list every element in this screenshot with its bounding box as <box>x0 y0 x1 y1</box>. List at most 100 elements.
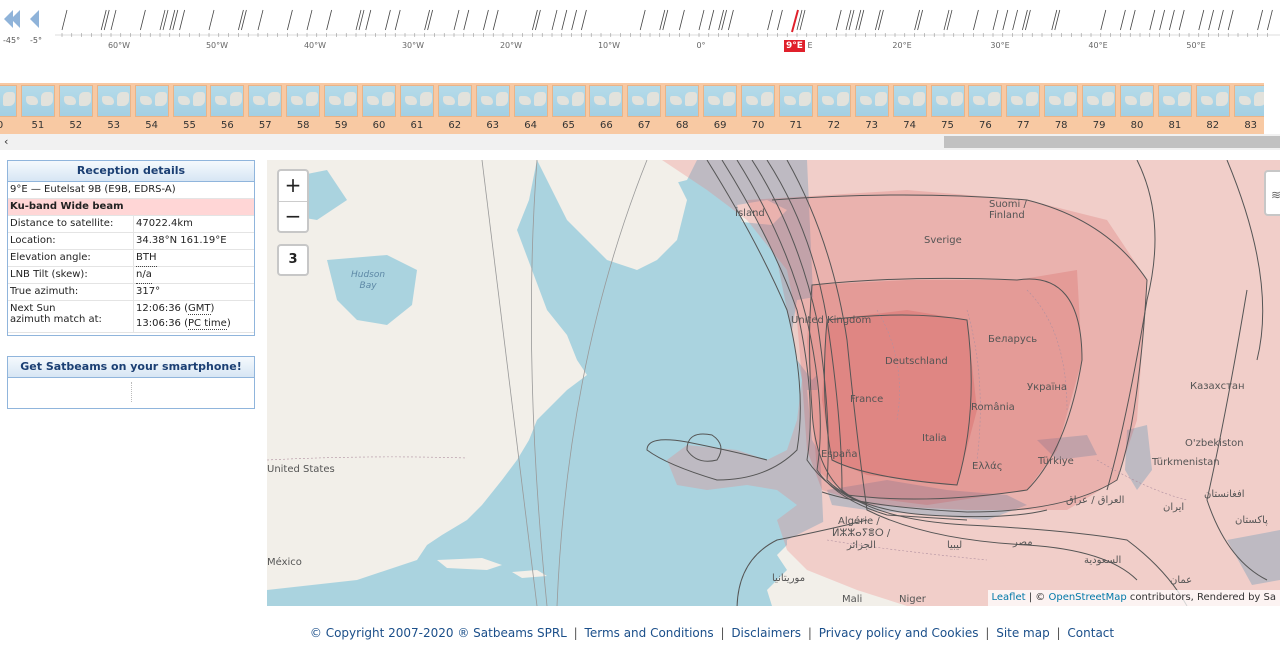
contact-link[interactable]: Contact <box>1067 626 1115 640</box>
satellite-tick[interactable] <box>1159 9 1165 31</box>
satellite-tick[interactable] <box>355 9 362 31</box>
satellite-thumbnail[interactable]: 0 <box>0 83 17 134</box>
satellite-tick[interactable] <box>796 9 803 31</box>
satellite-tick[interactable] <box>103 9 110 31</box>
satellite-tick[interactable] <box>394 9 401 31</box>
satellite-tick[interactable] <box>943 9 950 31</box>
satellite-thumbnail[interactable]: 60 <box>360 83 396 134</box>
gmt-abbr[interactable]: GMT <box>188 303 211 315</box>
satellite-tick[interactable] <box>1025 9 1031 31</box>
satellite-tick[interactable] <box>662 9 669 31</box>
satellite-thumbnail[interactable]: 78 <box>1042 83 1079 134</box>
satellite-tick[interactable] <box>571 9 577 31</box>
satellite-thumbnail[interactable]: 67 <box>625 83 662 134</box>
satellite-tick[interactable] <box>1022 9 1028 31</box>
satellite-thumbnail[interactable]: 54 <box>133 83 169 134</box>
satellite-tick[interactable] <box>777 9 783 31</box>
leaflet-link[interactable]: Leaflet <box>991 592 1026 603</box>
satellite-tick[interactable] <box>708 9 715 31</box>
satellite-thumbnail[interactable]: 80 <box>1118 83 1154 134</box>
terms-link[interactable]: Terms and Conditions <box>584 626 714 640</box>
satellite-tick[interactable] <box>238 9 244 31</box>
satellite-thumbnail[interactable]: 57 <box>246 83 283 134</box>
satellite-tick[interactable] <box>1227 9 1234 31</box>
satellite-tick[interactable] <box>728 9 734 31</box>
satellite-thumbnail[interactable]: 68 <box>663 83 700 134</box>
satellite-thumbnail[interactable]: 55 <box>171 83 207 134</box>
satellite-tick[interactable] <box>535 9 541 31</box>
satellite-thumbnail[interactable]: 51 <box>19 83 55 134</box>
satellite-thumbnail[interactable]: 71 <box>777 83 813 134</box>
sitemap-link[interactable]: Site map <box>996 626 1050 640</box>
satellite-tick[interactable] <box>973 9 979 31</box>
satellite-thumbnail[interactable]: 74 <box>891 83 927 134</box>
satellite-tick[interactable] <box>172 9 179 31</box>
smartphone-panel-title[interactable]: Get Satbeams on your smartphone! <box>8 357 254 378</box>
selected-satellite-tick[interactable] <box>791 9 799 33</box>
satellite-tick[interactable] <box>835 9 842 31</box>
satellite-tick[interactable] <box>799 9 806 31</box>
satellite-tick[interactable] <box>169 9 176 31</box>
satellite-tick[interactable] <box>1178 9 1185 31</box>
satellite-tick[interactable] <box>946 9 953 31</box>
satellite-tick[interactable] <box>1149 9 1156 31</box>
satellite-thumbnail[interactable]: 83 <box>1232 83 1264 134</box>
pc-time-abbr[interactable]: PC time <box>188 318 227 330</box>
satellite-tick[interactable] <box>453 9 460 31</box>
satellite-tick[interactable] <box>845 9 852 31</box>
satellite-tick-ruler[interactable] <box>0 0 1280 58</box>
satellite-tick[interactable] <box>718 9 724 31</box>
satellite-tick[interactable] <box>561 9 568 31</box>
satellite-tick[interactable] <box>1002 9 1009 31</box>
satellite-tick[interactable] <box>287 9 293 31</box>
satellite-tick[interactable] <box>1257 9 1263 31</box>
scroll-left-icon[interactable]: ‹ <box>4 135 9 148</box>
satellite-thumbnail[interactable]: 66 <box>587 83 624 134</box>
step-left-large-arrow-icon-2[interactable] <box>11 10 20 28</box>
satellite-thumbnail[interactable]: 73 <box>853 83 889 134</box>
satellite-tick[interactable] <box>365 9 372 31</box>
satellite-tick[interactable] <box>767 9 773 31</box>
satellite-tick[interactable] <box>358 9 365 31</box>
satellite-tick[interactable] <box>492 9 499 31</box>
satellite-tick[interactable] <box>551 9 558 31</box>
satellite-thumbnail[interactable]: 75 <box>929 83 965 134</box>
step-left-small-label[interactable]: -5° <box>30 36 42 45</box>
satellite-tick[interactable] <box>659 9 666 31</box>
satellite-tick[interactable] <box>61 9 68 31</box>
satellite-tick[interactable] <box>100 9 107 31</box>
privacy-link[interactable]: Privacy policy and Cookies <box>818 626 979 640</box>
satellite-thumbnail[interactable]: 62 <box>436 83 472 134</box>
satellite-tick[interactable] <box>159 9 166 31</box>
satellite-tick[interactable] <box>698 9 705 31</box>
satellite-tick[interactable] <box>1208 9 1214 31</box>
satellite-thumbnail[interactable]: 56 <box>208 83 245 134</box>
satellite-tick[interactable] <box>306 9 313 31</box>
satellite-tick[interactable] <box>179 9 185 31</box>
thumbnail-scrollbar[interactable]: ‹ <box>0 134 1280 150</box>
satellite-tick[interactable] <box>241 9 247 31</box>
satellite-thumbnail[interactable]: 64 <box>512 83 548 134</box>
satellite-tick[interactable] <box>1120 9 1126 31</box>
satellite-tick[interactable] <box>427 9 433 31</box>
satellite-tick[interactable] <box>639 9 646 31</box>
satellite-tick[interactable] <box>858 9 865 31</box>
zoom-level-button[interactable]: 3 <box>288 252 298 267</box>
satellite-thumbnail[interactable]: 61 <box>398 83 434 134</box>
satellite-thumbnail[interactable]: 53 <box>95 83 131 134</box>
satellite-thumbnail[interactable]: 65 <box>550 83 586 134</box>
satellite-tick[interactable] <box>532 9 538 31</box>
satellite-tick[interactable] <box>424 9 430 31</box>
satellite-thumbnail[interactable]: 76 <box>966 83 1003 134</box>
satellite-tick[interactable] <box>1218 9 1224 31</box>
satellite-tick[interactable] <box>875 9 881 31</box>
satellite-thumbnail[interactable]: 72 <box>815 83 851 134</box>
elevation-value[interactable]: BTH <box>136 250 157 267</box>
satellite-tick[interactable] <box>581 9 587 31</box>
satellite-tick[interactable] <box>257 9 264 31</box>
scrollbar-thumb[interactable] <box>944 136 1280 148</box>
layers-control[interactable]: ≋ <box>1264 170 1280 216</box>
lnb-tilt-value[interactable]: n/a <box>136 267 152 284</box>
satellite-thumbnail[interactable]: 79 <box>1080 83 1117 134</box>
beam-coverage-map[interactable]: Ísland Suomi / Finland Sverige Hudson Bay… <box>267 160 1280 606</box>
